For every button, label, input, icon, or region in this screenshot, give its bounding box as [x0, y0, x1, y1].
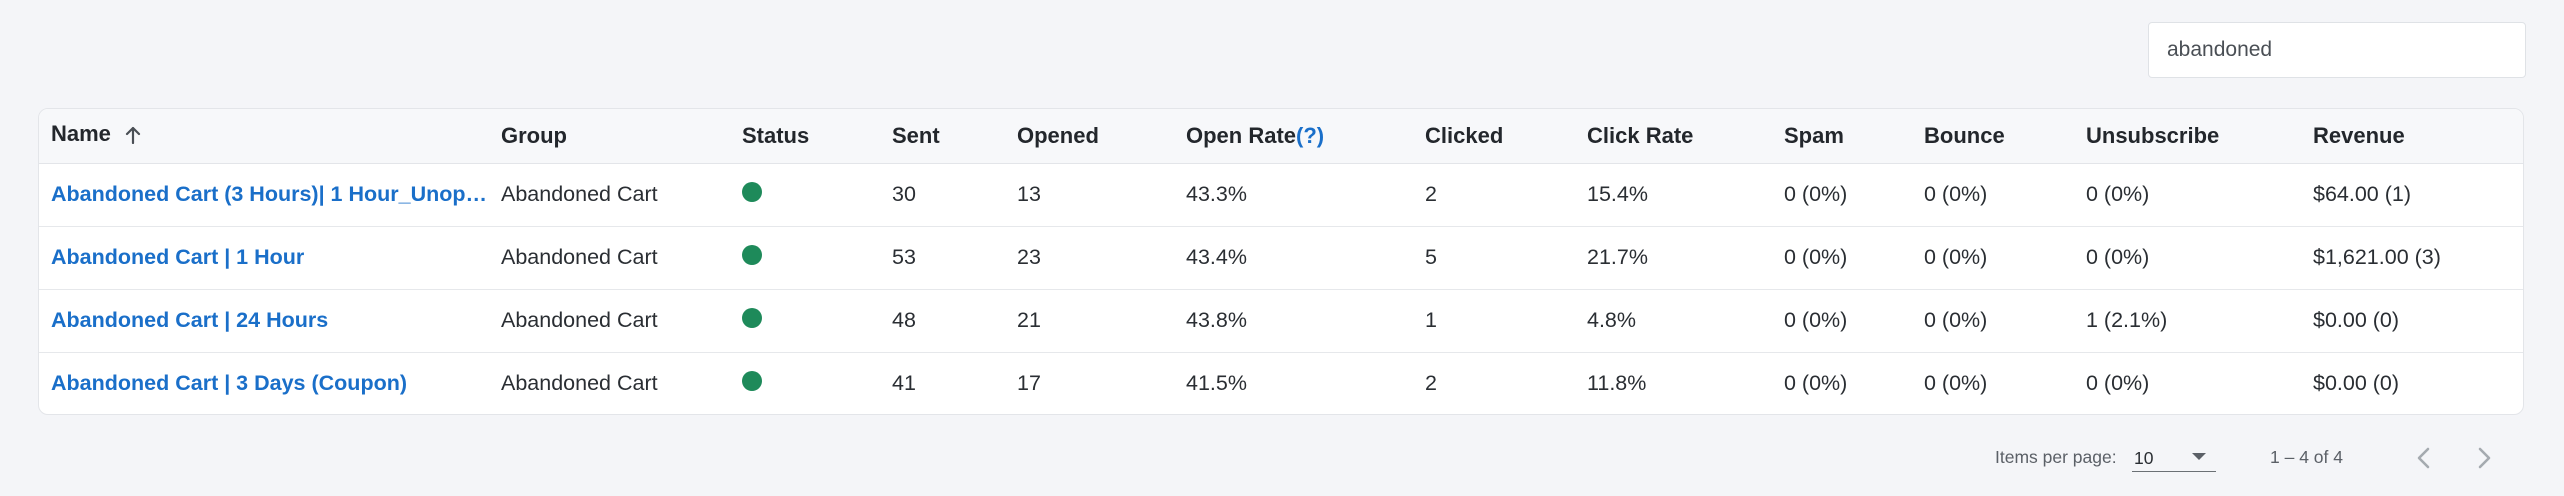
cell-unsubscribe: 1 (2.1%) [2074, 289, 2301, 353]
cell-unsubscribe: 0 (0%) [2074, 163, 2301, 227]
cell-open-rate: 41.5% [1186, 371, 1247, 396]
cell-name: Abandoned Cart | 24 Hours [39, 289, 489, 353]
cell-sent: 53 [880, 226, 1005, 290]
cell-spam: 0 (0%) [1772, 226, 1912, 290]
table-header-row: Name Group Status Sent Opened Open Rate(… [39, 109, 2523, 164]
cell-spam: 0 (0%) [1772, 289, 1912, 353]
table-row: Abandoned Cart (3 Hours)| 1 Hour_Unopene… [39, 163, 2523, 227]
campaign-table-card: Name Group Status Sent Opened Open Rate(… [38, 108, 2524, 415]
cell-opened: 17 [1017, 371, 1041, 396]
arrow-up-icon[interactable] [125, 124, 141, 150]
cell-revenue: $0.00 (0) [2301, 289, 2523, 353]
cell-sent: 30 [880, 163, 1005, 227]
cell-open-rate: 43.3% [1174, 163, 1413, 227]
column-header-opened[interactable]: Opened [1005, 109, 1174, 164]
cell-name: Abandoned Cart | 1 Hour [39, 226, 489, 290]
cell-unsubscribe: 0 (0%) [2074, 226, 2301, 290]
pagination-range: 1 – 4 of 4 [2270, 447, 2343, 467]
column-header-open-rate-label: Open Rate [1186, 122, 1297, 148]
cell-clicked: 1 [1413, 289, 1575, 353]
table-row: Abandoned Cart | 24 Hours Abandoned Cart… [39, 289, 2523, 353]
cell-status [730, 289, 880, 353]
status-active-indicator [742, 244, 762, 265]
cell-bounce: 0 (0%) [1912, 289, 2074, 353]
column-header-name[interactable]: Name [39, 109, 489, 164]
cell-bounce: 0 (0%) [1912, 163, 2074, 227]
cell-status [730, 163, 880, 227]
campaign-name-link[interactable]: Abandoned Cart | 1 Hour [51, 245, 305, 269]
cell-click-rate: 11.8% [1587, 371, 1647, 396]
campaign-name-link[interactable]: Abandoned Cart | 3 Days (Coupon) [51, 371, 407, 396]
cell-open-rate: 43.4% [1174, 226, 1413, 290]
status-active-indicator [742, 370, 762, 391]
column-header-click-rate[interactable]: Click Rate [1575, 109, 1772, 164]
status-active-indicator [742, 307, 762, 328]
cell-revenue: $64.00 (1) [2301, 163, 2523, 227]
items-per-page-value: 10 [2134, 448, 2154, 468]
cell-click-rate: 4.8% [1575, 289, 1772, 353]
cell-sent: 48 [880, 289, 1005, 353]
cell-clicked: 2 [1413, 163, 1575, 227]
previous-page-button[interactable] [2412, 444, 2436, 472]
column-header-sent[interactable]: Sent [880, 109, 1005, 164]
column-header-name-label: Name [51, 121, 111, 147]
column-header-revenue[interactable]: Revenue [2301, 109, 2523, 164]
items-per-page-select[interactable]: 10 [2132, 440, 2216, 472]
cell-spam: 0 (0%) [1784, 371, 1848, 396]
column-header-open-rate[interactable]: Open Rate(?) [1174, 109, 1413, 164]
items-per-page-label: Items per page: [1995, 447, 2117, 467]
open-rate-help-link[interactable]: (?) [1296, 122, 1325, 148]
cell-click-rate: 21.7% [1575, 226, 1772, 290]
cell-name: Abandoned Cart | 3 Days (Coupon) [39, 352, 489, 414]
cell-sent: 41 [892, 371, 916, 396]
pagination-bar: Items per page: 10 1 – 4 of 4 [0, 440, 2564, 480]
column-header-group[interactable]: Group [489, 109, 730, 164]
column-header-spam[interactable]: Spam [1772, 109, 1912, 164]
search-input[interactable] [2149, 23, 2525, 77]
column-header-clicked[interactable]: Clicked [1413, 109, 1575, 164]
cell-bounce: 0 (0%) [1912, 226, 2074, 290]
cell-group: Abandoned Cart [501, 371, 658, 396]
cell-clicked: 2 [1425, 371, 1437, 396]
column-header-status[interactable]: Status [730, 109, 880, 164]
cell-name: Abandoned Cart (3 Hours)| 1 Hour_Unopene… [39, 163, 489, 227]
search-box[interactable] [2148, 22, 2526, 78]
cell-group: Abandoned Cart [489, 163, 730, 227]
status-active-indicator [742, 181, 762, 202]
campaign-name-link[interactable]: Abandoned Cart | 24 Hours [51, 308, 329, 332]
cell-status [730, 226, 880, 290]
chevron-right-icon [2478, 447, 2491, 469]
table-row: Abandoned Cart | 1 Hour Abandoned Cart 5… [39, 226, 2523, 290]
campaign-name-link[interactable]: Abandoned Cart (3 Hours)| 1 Hour_Unopene… [51, 182, 489, 206]
chevron-left-icon [2417, 447, 2430, 469]
cell-spam: 0 (0%) [1772, 163, 1912, 227]
cell-opened: 21 [1005, 289, 1174, 353]
column-header-unsubscribe[interactable]: Unsubscribe [2074, 109, 2301, 164]
cell-status [730, 352, 880, 414]
campaign-table: Name Group Status Sent Opened Open Rate(… [39, 109, 2523, 414]
cell-group: Abandoned Cart [489, 226, 730, 290]
cell-opened: 13 [1005, 163, 1174, 227]
cell-click-rate: 15.4% [1575, 163, 1772, 227]
cell-opened: 23 [1005, 226, 1174, 290]
caret-down-icon [2192, 453, 2206, 460]
cell-bounce: 0 (0%) [1924, 371, 1988, 396]
next-page-button[interactable] [2472, 444, 2496, 472]
cell-revenue: $0.00 (0) [2313, 371, 2400, 396]
cell-clicked: 5 [1413, 226, 1575, 290]
column-header-bounce[interactable]: Bounce [1912, 109, 2074, 164]
cell-unsubscribe: 0 (0%) [2086, 371, 2150, 396]
cell-group: Abandoned Cart [489, 289, 730, 353]
cell-revenue: $1,621.00 (3) [2301, 226, 2523, 290]
cell-open-rate: 43.8% [1174, 289, 1413, 353]
table-row: Abandoned Cart | 3 Days (Coupon) Abandon… [39, 352, 2523, 414]
